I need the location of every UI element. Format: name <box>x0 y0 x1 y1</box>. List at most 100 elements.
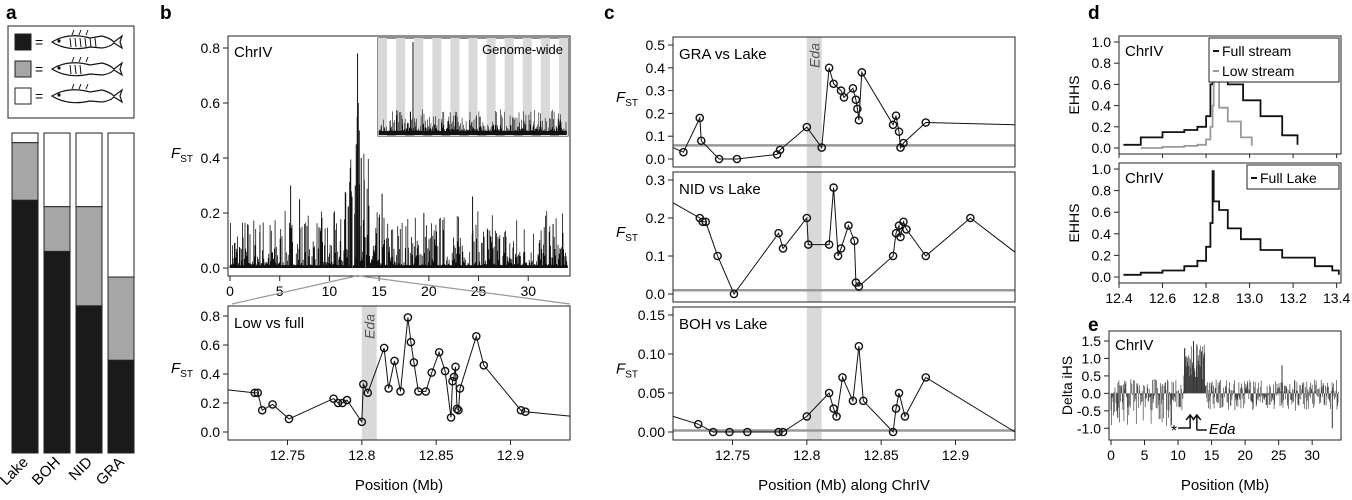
stickleback-fish-icon <box>50 56 124 77</box>
data-point <box>851 95 861 105</box>
y-axis-label: FST <box>616 224 638 244</box>
data-point <box>729 289 739 299</box>
y-axis-label: FST <box>616 361 638 381</box>
fish-plate <box>74 64 77 75</box>
stacked-bar-segment <box>107 359 135 454</box>
y-tick-label: 0.6 <box>201 337 221 353</box>
y-tick-label: 0.2 <box>646 105 666 121</box>
panel-letters: a b c d e <box>6 3 1100 336</box>
category-label: GRA <box>93 454 128 489</box>
x-tick-label: 12.85 <box>864 447 899 463</box>
data-point <box>888 120 898 130</box>
y-tick-label: 0.2 <box>201 205 221 221</box>
fish-spine <box>85 56 89 63</box>
inset-chromosome-band <box>396 38 406 136</box>
data-point <box>854 115 864 125</box>
panel-letter-c: c <box>604 3 615 24</box>
stacked-bar-segment <box>43 250 71 454</box>
series-line <box>672 346 1016 434</box>
data-point <box>479 360 489 370</box>
x-tick-label: 0 <box>1107 447 1115 463</box>
data-point <box>359 379 368 389</box>
data-point <box>268 400 277 409</box>
gene-arrow <box>1178 413 1195 429</box>
inset-chromosome-band <box>486 38 496 136</box>
panel-c-gra-vs-lake: 0.0 0.1 0.2 0.3 0.4 0.5 FST Eda GRA vs Lake <box>616 36 1016 168</box>
x-tick-label: 25 <box>1271 447 1287 463</box>
data-point <box>844 221 853 230</box>
data-point <box>902 225 911 234</box>
data-point <box>449 372 459 382</box>
y-tick-label: 1.0 <box>1092 34 1112 50</box>
comparison-label: Low vs full <box>234 315 304 332</box>
y-tick-label: 0.6 <box>1092 76 1112 92</box>
data-point <box>921 118 931 127</box>
data-point <box>848 84 858 93</box>
category-label: NID <box>66 454 96 484</box>
fish-plate <box>94 37 97 48</box>
series-line <box>672 187 1016 295</box>
data-point <box>403 313 413 322</box>
data-point <box>854 341 864 351</box>
data-point <box>774 427 783 437</box>
y-tick-label: 0.8 <box>201 40 221 56</box>
y-tick-label: 0.5 <box>1082 368 1102 384</box>
data-point <box>521 407 530 417</box>
comparison-label: BOH vs Lake <box>679 316 767 333</box>
data-point <box>409 358 419 367</box>
fish-plate <box>74 37 77 48</box>
data-point <box>778 427 788 437</box>
data-point <box>859 396 868 406</box>
panel-d-ehhs-lake: 0.0 0.2 0.4 0.6 0.8 1.0 EHHS ChrIV Full Lake 12.4… <box>1066 161 1350 306</box>
fish-plate <box>79 64 82 75</box>
data-point <box>379 343 389 353</box>
x-tick-label: 12.9 <box>942 447 969 463</box>
panel-letter-e: e <box>1088 315 1099 336</box>
legend-swatch <box>14 87 32 105</box>
data-point <box>853 104 862 114</box>
y-tick-label: 0.6 <box>201 95 221 111</box>
fish-eye <box>57 93 61 97</box>
data-point <box>778 244 788 253</box>
data-point <box>454 405 463 415</box>
data-point <box>888 251 898 261</box>
data-point <box>774 228 783 238</box>
fish-plate <box>79 37 82 48</box>
fish-plate <box>69 37 72 48</box>
data-point <box>824 63 834 73</box>
data-point <box>838 373 847 382</box>
data-point <box>743 427 752 437</box>
chromosome-label: ChrIV <box>1115 337 1153 354</box>
data-point <box>695 113 705 123</box>
y-axis-label: FST <box>171 145 193 165</box>
x-tick-label: 15 <box>1204 447 1220 463</box>
series-line <box>227 317 571 424</box>
legend-box <box>1208 37 1340 83</box>
data-point <box>698 217 708 227</box>
y-tick-label: 0.10 <box>638 346 665 362</box>
data-point <box>824 240 834 249</box>
data-point <box>824 388 834 398</box>
x-tick-label: 12.8 <box>348 447 375 463</box>
plot-frame <box>227 35 571 277</box>
data-point <box>775 145 785 155</box>
panel-e-delta-ihs: -1.0-0.5 0.00.5 1.01.5 Delta iHS ChrIV * Eda 0 5… <box>1059 330 1342 494</box>
y-tick-label: 0.4 <box>201 366 221 382</box>
data-point <box>829 183 838 192</box>
eda-label: Eda <box>361 314 377 339</box>
y-tick-label: 0.4 <box>1092 226 1112 242</box>
x-tick-label: 5 <box>1141 447 1149 463</box>
data-point <box>284 414 294 424</box>
panel-letter-b: b <box>160 3 172 24</box>
eda-arrow <box>1192 413 1207 431</box>
inset-chromosome-band <box>450 38 460 136</box>
x-tick-label: 30 <box>520 283 536 299</box>
data-point <box>333 398 343 408</box>
stickleback-fish-icon <box>50 29 124 50</box>
x-tick-label: 12.4 <box>1105 290 1132 306</box>
legend-equals: = <box>35 88 43 104</box>
fish-spine <box>71 83 75 90</box>
y-tick-label: 0.6 <box>1092 204 1112 220</box>
legend-box <box>1246 164 1340 190</box>
